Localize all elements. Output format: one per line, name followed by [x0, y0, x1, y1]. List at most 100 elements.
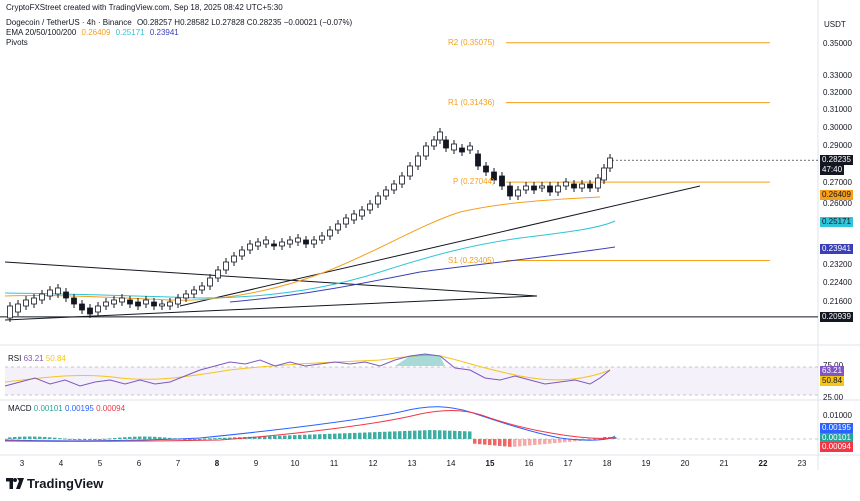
candle-body: [223, 261, 229, 271]
macd-hist-bar: [58, 438, 62, 440]
macd-hist-bar: [523, 439, 527, 446]
candle-body: [87, 307, 93, 315]
candle-body: [191, 289, 197, 295]
candle-body: [287, 239, 293, 245]
macd-hist-bar: [253, 436, 257, 439]
candle-body: [111, 299, 117, 305]
macd-hist-bar: [298, 434, 302, 439]
pivot-label: R1 (0.31436): [448, 97, 495, 107]
price-tick: 0.32000: [823, 88, 852, 97]
candle-body: [571, 183, 577, 189]
macd-hist-bar: [563, 439, 567, 443]
macd-signal-line: [4, 410, 616, 442]
macd-hist-bar: [8, 437, 12, 439]
rsi-band: [5, 367, 818, 395]
price-tick: 0.26000: [823, 199, 852, 208]
macd-hist-bar: [433, 430, 437, 439]
candle-body: [295, 237, 301, 243]
candle-body: [601, 167, 607, 181]
candle-body: [95, 305, 101, 313]
macd-hist-bar: [83, 439, 87, 440]
rsi-value: 63.21: [23, 354, 44, 363]
candle-body: [207, 277, 213, 287]
time-tick: 12: [368, 459, 378, 468]
candle-body: [607, 157, 613, 169]
rsi-legend[interactable]: RSI 63.21 50.84: [8, 354, 66, 363]
macd-hist-bar: [13, 437, 17, 439]
time-tick: 6: [136, 459, 142, 468]
macd-hist-bar: [138, 436, 142, 439]
candle-body: [335, 223, 341, 231]
macd-hist-bar: [28, 436, 32, 439]
tradingview-brand[interactable]: TradingView: [6, 476, 103, 491]
price-tag: 0.23941: [820, 243, 853, 254]
candle-body: [383, 189, 389, 197]
pivot-label: S1 (0.23405): [448, 255, 495, 265]
candle-body: [595, 177, 601, 189]
macd-hist-bar: [218, 437, 222, 439]
price-tick: 0.23200: [823, 260, 852, 269]
candle-body: [159, 303, 165, 307]
macd-hist-bar: [593, 439, 597, 440]
time-tick: 14: [446, 459, 456, 468]
candle-body: [151, 301, 157, 307]
macd-hist-bar: [113, 438, 117, 440]
macd-hist-bar: [393, 431, 397, 439]
macd-hist-bar: [558, 439, 562, 443]
time-tick: 19: [641, 459, 651, 468]
candle-body: [415, 155, 421, 167]
pivots-legend[interactable]: Pivots: [6, 38, 28, 47]
trendline-lower: [4, 295, 538, 321]
candle-body: [351, 213, 357, 221]
candle-body: [555, 185, 561, 193]
price-tag: 0.20939: [820, 311, 853, 322]
macd-line-tag: 0.00195: [820, 423, 853, 433]
macd-label: MACD: [8, 404, 32, 413]
macd-hist-bar: [78, 439, 82, 440]
macd-hist-bar: [148, 436, 152, 439]
candle-body: [119, 297, 125, 303]
macd-hist-bar: [278, 435, 282, 439]
macd-hist-bar: [568, 439, 572, 442]
tradingview-logo-icon: [6, 478, 24, 489]
macd-hist-bar: [48, 437, 52, 439]
candle-body: [55, 287, 61, 295]
candle-body: [491, 171, 497, 181]
time-tick: 20: [680, 459, 690, 468]
macd-hist-bar: [98, 439, 102, 440]
price-tick: 0.22400: [823, 278, 852, 287]
macd-signal-tag: 0.00094: [820, 442, 853, 452]
macd-hist-bar: [68, 438, 72, 440]
candle-body: [239, 249, 245, 257]
candle-body: [255, 241, 261, 247]
ema100-value: 0.25171: [115, 28, 145, 37]
ema-legend[interactable]: EMA 20/50/100/200 0.26409 0.25171 0.2394…: [6, 28, 182, 38]
ema200-value: 0.23941: [149, 28, 179, 37]
candle-body: [563, 181, 569, 187]
rsi-label: RSI: [8, 354, 22, 363]
candle-body: [23, 299, 29, 307]
candle-body: [7, 305, 13, 319]
macd-hist-bar: [153, 436, 157, 439]
candle-body: [499, 175, 505, 187]
macd-hist-bar: [453, 430, 457, 439]
macd-hist-bar: [183, 439, 187, 440]
macd-legend[interactable]: MACD 0.00101 0.00195 0.00094: [8, 404, 125, 413]
candle-body: [399, 175, 405, 185]
macd-hist-bar: [548, 439, 552, 444]
macd-hist-bar: [468, 431, 472, 439]
macd-hist-bar: [588, 439, 592, 441]
candle-body: [215, 269, 221, 279]
macd-hist-bar: [573, 439, 577, 442]
macd-hist-bar: [223, 437, 227, 439]
candle-body: [423, 145, 429, 157]
macd-hist-bar: [328, 433, 332, 439]
symbol-name[interactable]: Dogecoin / TetherUS · 4h · Binance: [6, 18, 132, 27]
ema50-line: [4, 196, 601, 301]
candle-body: [175, 297, 181, 305]
candle-body: [71, 297, 77, 305]
macd-hist-bar: [543, 439, 547, 445]
macd-hist-bar: [508, 439, 512, 447]
macd-hist-bar: [233, 437, 237, 439]
